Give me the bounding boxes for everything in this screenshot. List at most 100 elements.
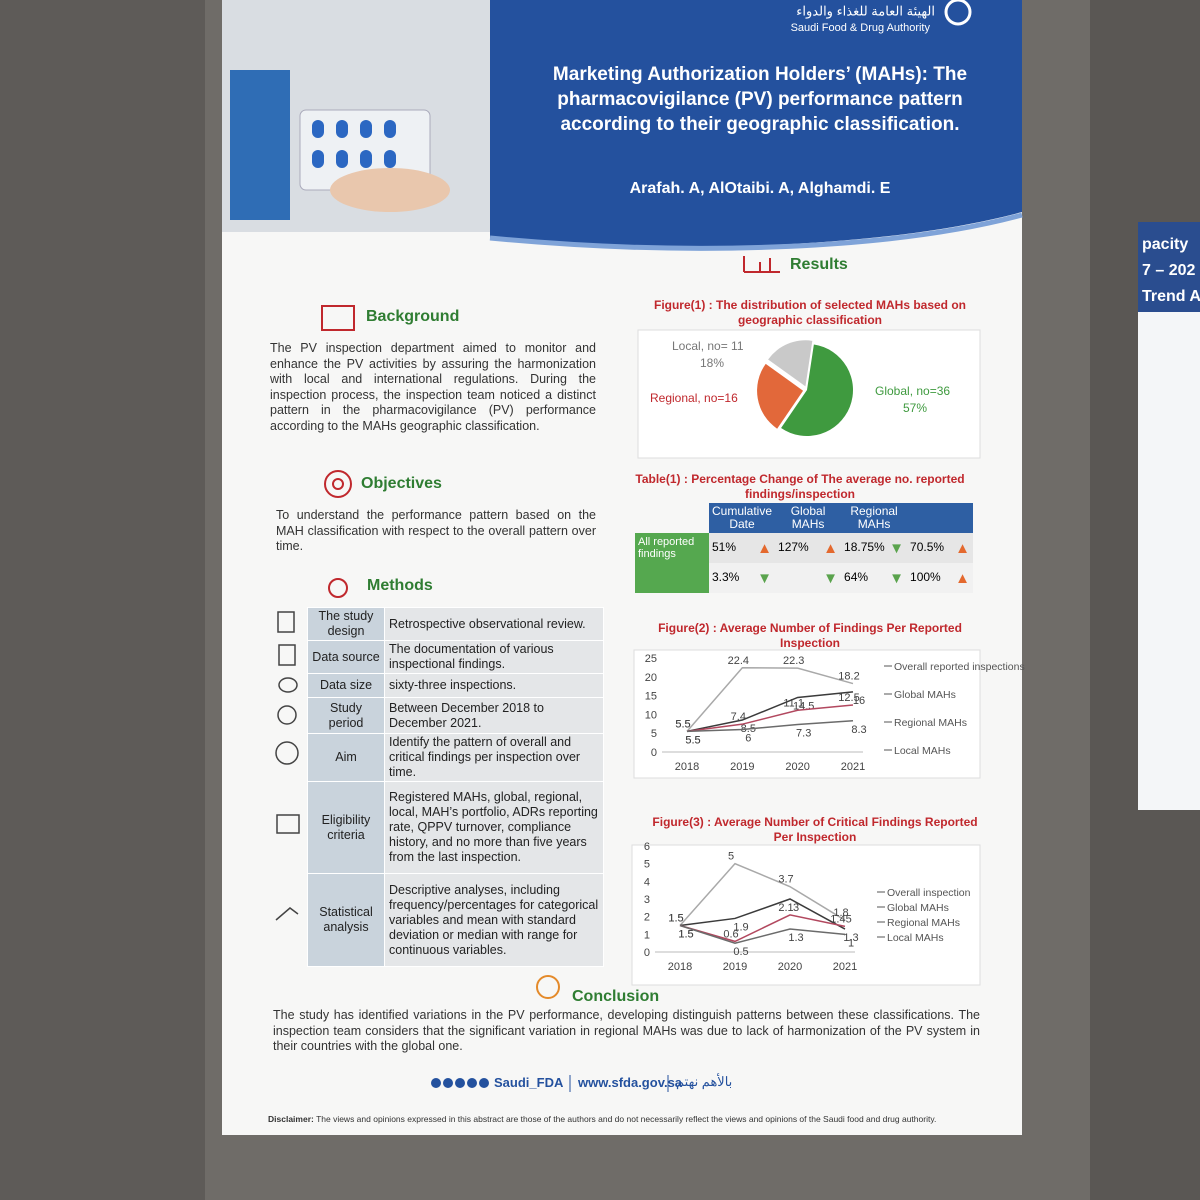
heading: Conclusion [572,988,660,1005]
table1-row: All reported findings 51% ▲ 127% ▲ 18.75% ▼ 70.… [635,533,974,563]
cell-value: 64% [844,569,869,584]
heading: Objectives [361,475,442,492]
objectives-icon [332,478,344,490]
org-en: Saudi Food & Drug Authority [791,22,931,34]
table1-cell: 64% ▼ [841,563,908,593]
heading: Background [366,308,460,325]
x-tick-label: 2019 [723,961,747,973]
neighbor-poster [1138,222,1200,810]
background-icon [321,305,355,331]
data-label: 1.3 [843,932,858,944]
heading: Methods [367,577,433,594]
y-tick-label: 3 [644,894,650,906]
table1-head: Global MAHs [775,503,842,533]
pie-label: Regional, no=16 [650,391,738,405]
y-tick-label: 4 [644,876,650,888]
cell-value: 51% [712,539,737,554]
table1-head: Cumulative Date [709,503,776,533]
methods-icon [328,578,348,598]
data-label: 18.2 [838,671,859,683]
legend-label: Overall inspection [887,887,971,899]
trend-arrow: ▲ [955,539,971,557]
social-icons [431,1078,489,1088]
x-tick-label: 2021 [841,761,865,773]
methods-label: Study period [307,697,385,734]
figure-title: Figure(2) : Average Number of Findings P… [658,621,962,650]
x-tick-label: 2019 [730,761,754,773]
methods-text: Registered MAHs, global, regional, local… [384,781,604,874]
table1-corner [635,503,709,533]
pie-percent: 57% [903,401,927,415]
cell-value: 127% [778,539,809,554]
series-line [686,704,854,733]
y-tick-label: 20 [645,672,657,684]
trend-arrow: ▼ [823,569,839,587]
trend-arrow: ▼ [757,569,773,587]
methods-row: The study design Retrospective observatio… [307,607,604,641]
methods-text: Descriptive analyses, including frequenc… [384,873,604,967]
x-tick-label: 2018 [668,961,692,973]
methods-row: Statistical analysis Descriptive analyses… [307,873,604,967]
data-label: 5.5 [685,734,700,746]
slogan: بالأهم نهتم [676,1074,733,1089]
data-label: 0.6 [723,928,738,940]
methods-label: Eligibility criteria [307,781,385,874]
methods-text: Between December 2018 to December 2021. [384,697,604,734]
data-label: 0.5 [733,946,748,958]
methods-row: Eligibility criteria Registered MAHs, glo… [307,781,604,874]
methods-row: Aim Identify the pattern of overall and c… [307,733,604,782]
trend-arrow: ▼ [889,539,905,557]
table1-row-label [635,563,709,593]
table1-head [907,503,974,533]
table1-cell: 18.75% ▼ [841,533,908,563]
legend-label: Global MAHs [887,902,949,914]
methods-text: Retrospective observational review. [384,607,604,641]
neighbor-header [1138,222,1200,312]
data-label: 3.7 [778,874,793,886]
x-tick-label: 2020 [785,761,809,773]
cell-value: 3.3% [712,569,740,584]
data-label: 1.3 [788,932,803,944]
pie-slice [757,363,804,429]
photo-box [230,70,290,220]
x-tick-label: 2018 [675,761,699,773]
pie-percent: 18% [700,356,724,370]
data-label: 1.5 [668,913,683,925]
data-label: 2.1 [778,902,793,914]
methods-row: Study period Between December 2018 to Dec… [307,697,604,734]
pie-slice [781,344,853,436]
methods-label: Data source [307,640,385,674]
neighbor-text: pacity 7 – 202 Trend A [1142,232,1200,310]
x-tick-label: 2020 [778,961,802,973]
paragraph: The study has identified variations in t… [273,1008,980,1053]
cell-value: 100% [910,569,941,584]
series-line [686,720,854,733]
y-tick-label: 2 [644,912,650,924]
objectives-icon [324,470,352,498]
conclusion-icon [536,975,560,999]
data-label: 22.3 [783,655,804,667]
data-label: 5 [728,851,734,863]
series-line [686,667,854,732]
table1-head: Regional MAHs [841,503,908,533]
cell-value: 18.75% [844,539,885,554]
legend-label: Local MAHs [887,932,944,944]
methods-text: sixty-three inspections. [384,673,604,698]
legend-label: Local MAHs [894,745,951,757]
table1-cell: 127% ▲ [775,533,842,563]
neighbor-line: 7 – 202 [1142,262,1196,279]
methods-text: The documentation of various inspectiona… [384,640,604,674]
heading: Results [790,256,848,273]
figure-title: Figure(3) : Average Number of Critical F… [652,815,978,844]
authors: Arafah. A, AlOtaibi. A, Alghamdi. E [629,180,891,197]
table1-cell: ▼ [775,563,842,593]
data-label: 8.3 [851,724,866,736]
photo-hand [330,168,450,212]
methods-label: Data size [307,673,385,698]
series-line [679,898,846,930]
table1-row: 3.3% ▼ ▼ 64% ▼ 100% ▲ [635,563,974,593]
table1-cell: 3.3% ▼ [709,563,776,593]
table1-header: Cumulative Date Global MAHs Regional MAHs [635,503,974,533]
table1-cell: 100% ▲ [907,563,974,593]
pie-label: Global, no=36 [875,384,950,398]
